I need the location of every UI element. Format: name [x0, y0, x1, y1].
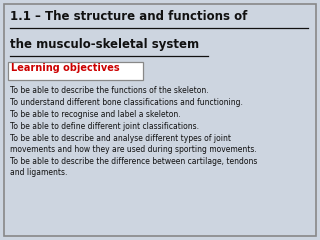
Text: To be able to recognise and label a skeleton.: To be able to recognise and label a skel… — [10, 110, 180, 119]
Text: To understand different bone classifications and functioning.: To understand different bone classificat… — [10, 98, 243, 107]
Text: 1.1 – The structure and functions of: 1.1 – The structure and functions of — [10, 10, 247, 23]
Text: To be able to describe the functions of the skeleton.: To be able to describe the functions of … — [10, 86, 209, 95]
Text: Learning objectives: Learning objectives — [11, 63, 120, 73]
Text: the musculo-skeletal system: the musculo-skeletal system — [10, 38, 199, 51]
Text: To be able to define different joint classifications.: To be able to define different joint cla… — [10, 122, 199, 131]
Text: To be able to describe and analyse different types of joint
movements and how th: To be able to describe and analyse diffe… — [10, 134, 257, 155]
FancyBboxPatch shape — [8, 62, 143, 80]
FancyBboxPatch shape — [4, 4, 316, 236]
Text: To be able to describe the difference between cartilage, tendons
and ligaments.: To be able to describe the difference be… — [10, 157, 257, 177]
